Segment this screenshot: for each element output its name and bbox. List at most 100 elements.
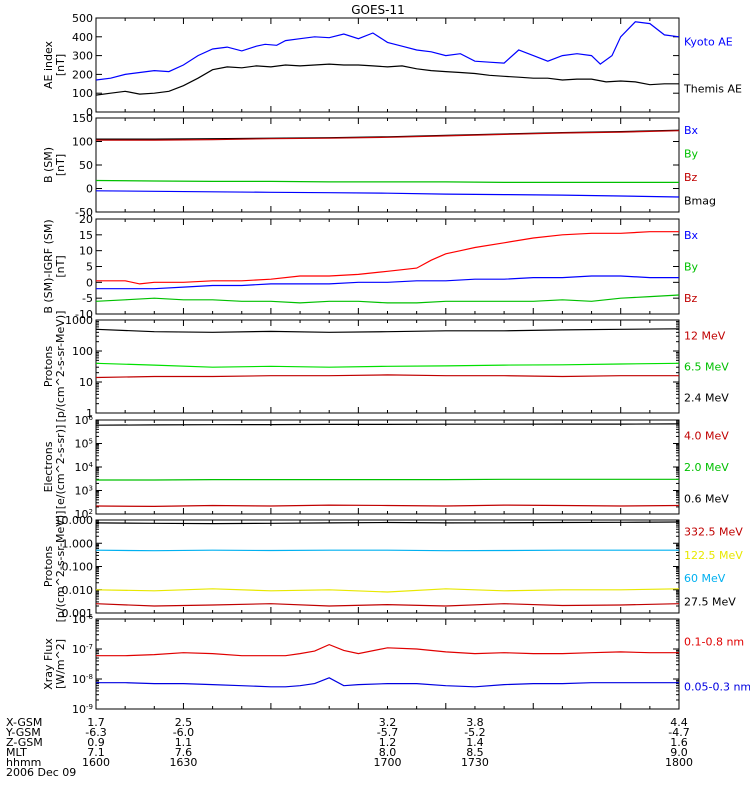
- series-line: [95, 374, 679, 379]
- y-tick-label: 0: [86, 106, 93, 119]
- legend-label: Bx: [684, 124, 699, 137]
- row-value: 1.2: [379, 736, 397, 749]
- y-tick-label: 10-9: [72, 703, 93, 716]
- y-tick-label: 0: [86, 276, 93, 289]
- legend-label: 60 MeV: [684, 572, 726, 585]
- series-line: [95, 21, 680, 81]
- y-tick-label: 0.100: [62, 561, 94, 574]
- y-tick-label: 10-6: [72, 613, 94, 626]
- y-tick-label: 1: [86, 407, 93, 420]
- row-value: -5.7: [377, 726, 398, 739]
- panel-frame: [95, 419, 680, 515]
- row-value: 7.6: [175, 746, 193, 759]
- y-axis-label: Protons[p/(cm^2-s-sr-MeV)]: [42, 511, 67, 623]
- row-label: hhmm: [6, 756, 41, 769]
- y-tick-label: 10: [79, 376, 93, 389]
- series-line: [95, 549, 679, 552]
- y-tick-label: 0.010: [62, 584, 94, 597]
- series-line: [95, 63, 679, 96]
- y-tick-label: 104: [75, 461, 94, 474]
- legend-label: 0.6 MeV: [684, 492, 729, 505]
- y-tick-label: 50: [79, 159, 93, 172]
- panel-1: 0 100 200 300 400 500 AE index[nT] Kyoto AE Them…: [42, 12, 742, 119]
- series-line: [95, 179, 679, 183]
- row-label: MLT: [6, 746, 27, 759]
- y-tick-label: 0.001: [62, 607, 94, 620]
- legend-label: 6.5 MeV: [684, 361, 729, 374]
- row-value: 1700: [374, 756, 402, 769]
- row-value: 1800: [665, 756, 693, 769]
- series-line: [96, 643, 679, 657]
- panel-7: 10-9 10-8 10-7 10-6 Xray Flux[W/m^2] 0.1-0.8 …: [42, 613, 750, 716]
- row-value: -5.2: [464, 726, 485, 739]
- y-tick-label: 10: [79, 245, 93, 258]
- y-tick-label: 105: [75, 438, 93, 451]
- row-value: 8.5: [466, 746, 484, 759]
- row-value: 1.7: [87, 716, 105, 729]
- y-tick-label: 300: [72, 50, 93, 63]
- panel-frame: [95, 618, 680, 710]
- legend-label: 12 MeV: [684, 330, 726, 343]
- series-line: [95, 190, 680, 198]
- legend-label: 0.1-0.8 nm: [684, 636, 744, 649]
- legend-label: 2.0 MeV: [684, 461, 729, 474]
- legend-label: 0.05-0.3 nm: [684, 681, 750, 694]
- series-line: [95, 588, 680, 593]
- row-value: -6.3: [85, 726, 106, 739]
- series-line: [95, 521, 680, 525]
- y-tick-label: 100: [72, 136, 93, 149]
- panel-5: 102 103 104 105 106 Electrons[e/(cm^2-s-sr)] 4…: [42, 414, 729, 521]
- y-tick-label: 0: [86, 183, 93, 196]
- y-axis-label: Protons[p/(cm^2-s-sr-MeV)]: [42, 311, 67, 423]
- row-value: 2.5: [175, 716, 193, 729]
- row-value: 1630: [169, 756, 197, 769]
- y-axis-label: Electrons[e/(cm^2-s-sr)]: [42, 425, 67, 510]
- y-tick-label: 103: [75, 485, 93, 498]
- series-line: [96, 231, 679, 285]
- y-tick-label: 10-8: [72, 673, 93, 686]
- series-line: [96, 478, 679, 481]
- chart-title: GOES-11: [351, 3, 405, 17]
- series-line: [95, 423, 680, 426]
- row-value: 1730: [461, 756, 489, 769]
- y-tick-label: -10: [75, 308, 93, 321]
- y-axis-label: B (SM)-IGRF (SM)[nT]: [42, 219, 67, 313]
- y-tick-label: 1.000: [62, 537, 94, 550]
- row-value: 3.8: [466, 716, 484, 729]
- legend-label: Bz: [684, 292, 698, 305]
- row-value: 7.1: [87, 746, 105, 759]
- row-label: Y-GSM: [5, 726, 41, 739]
- y-tick-label: 15: [79, 229, 93, 242]
- y-tick-label: 400: [72, 31, 93, 44]
- series-line: [95, 328, 680, 333]
- legend-label: 4.0 MeV: [684, 430, 729, 443]
- y-tick-label: 106: [75, 414, 94, 427]
- y-axis-label: AE index[nT]: [42, 40, 67, 89]
- y-tick-label: 200: [72, 68, 93, 81]
- row-value: 1.4: [466, 736, 484, 749]
- legend-label: By: [684, 147, 699, 160]
- row-value: 8.0: [379, 746, 397, 759]
- row-value: 9.0: [670, 746, 688, 759]
- y-tick-label: 150: [72, 112, 93, 125]
- row-value: -6.0: [173, 726, 194, 739]
- series-line: [95, 504, 680, 508]
- time-axis-table: X-GSM 1.7 2.5 3.2 3.8 4.4 Y-GSM -6.3 -6.0 -5.7 -5.…: [5, 716, 693, 769]
- series-line: [95, 362, 680, 368]
- y-tick-label: 20: [79, 213, 93, 226]
- y-tick-label: 100: [72, 345, 93, 358]
- y-tick-label: -5: [82, 292, 93, 305]
- y-tick-label: 1000: [65, 314, 93, 327]
- legend-label: 332.5 MeV: [684, 526, 743, 539]
- row-value: 1.1: [175, 736, 193, 749]
- legend-label: 122.5 MeV: [684, 549, 743, 562]
- legend-label: 2.4 MeV: [684, 392, 729, 405]
- row-value: 1.6: [670, 736, 688, 749]
- y-tick-label: -50: [75, 206, 93, 219]
- y-axis-label: Xray Flux[W/m^2]: [42, 638, 67, 690]
- y-tick-label: 500: [72, 12, 93, 25]
- date-label: 2006 Dec 09: [6, 766, 76, 779]
